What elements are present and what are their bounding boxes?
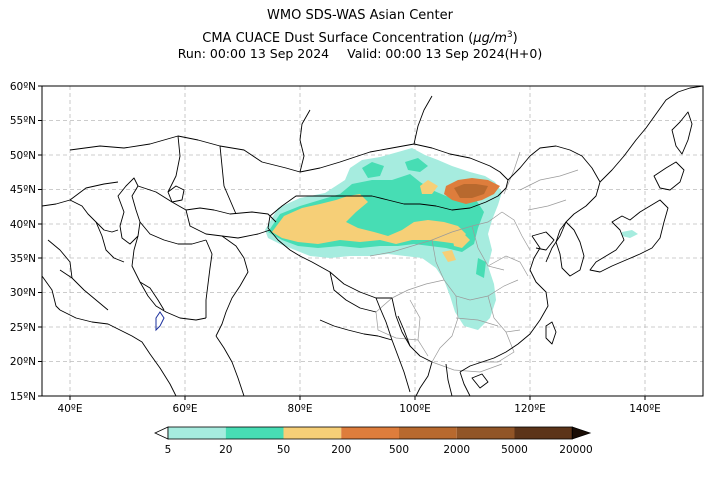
colorbar-bin-20-50: [225, 427, 284, 439]
lat-label-45: 45ºN: [10, 184, 36, 196]
run-valid-line: Run: 00:00 13 Sep 2024 Valid: 00:00 13 Se…: [0, 46, 720, 62]
lon-label-80: 80ºE: [288, 403, 313, 415]
subtitle-unit: μg/m: [473, 31, 507, 46]
lat-label-25: 25ºN: [10, 322, 36, 334]
colorbar-over-arrow: [571, 426, 592, 440]
lat-label-35: 35ºN: [10, 253, 36, 265]
subtitle-unit-exponent: 3: [506, 30, 513, 40]
subtitle-prefix: CMA CUACE Dust Surface Concentration (: [202, 31, 474, 46]
colorbar-bin-2000-5000: [456, 427, 515, 439]
lat-label-50: 50ºN: [10, 150, 36, 162]
gulf-detail: [155, 311, 165, 332]
colorbar-bin-200-500: [341, 427, 399, 439]
dust-level-50-200: [272, 180, 470, 262]
lat-label-60: 60ºN: [10, 81, 36, 93]
colorbar-label-2000: 2000: [443, 444, 470, 456]
country-boundaries: [42, 86, 703, 396]
colorbar: 5 20 50 200 500 2000 5000 20000: [154, 426, 593, 456]
lon-label-120: 120ºE: [514, 403, 546, 415]
lat-label-40: 40ºN: [10, 219, 36, 231]
subtitle: CMA CUACE Dust Surface Concentration (μg…: [0, 27, 720, 47]
lon-axis: 40ºE 60ºE 80ºE 100ºE 120ºE 140ºE: [58, 396, 661, 415]
colorbar-label-5000: 5000: [501, 444, 528, 456]
map-content: [42, 86, 703, 396]
colorbar-label-50: 50: [277, 444, 290, 456]
province-boundaries: [369, 151, 579, 373]
dust-level-500-2000: [454, 184, 488, 198]
colorbar-label-5: 5: [165, 444, 172, 456]
title: WMO SDS-WAS Asian Center: [267, 8, 453, 23]
lat-label-55: 55ºN: [10, 115, 36, 127]
colorbar-label-20000: 20000: [559, 444, 592, 456]
dust-spot-japan: [622, 230, 638, 238]
lon-label-140: 140ºE: [629, 403, 661, 415]
colorbar-label-200: 200: [331, 444, 351, 456]
valid-time: Valid: 00:00 13 Sep 2024(H+0): [347, 46, 543, 61]
dust-field: [265, 148, 638, 330]
colorbar-under-arrow: [154, 426, 169, 440]
run-time: Run: 00:00 13 Sep 2024: [177, 46, 330, 61]
dust-level-20-50: [268, 158, 486, 278]
map-frame: [41, 85, 704, 397]
lat-label-30: 30ºN: [10, 287, 36, 299]
colorbar-bin-50-200: [283, 427, 342, 439]
lon-label-40: 40ºE: [58, 403, 83, 415]
lon-label-60: 60ºE: [173, 403, 198, 415]
lat-axis: 60ºN 55ºN 50ºN 45ºN 40ºN 35ºN 30ºN 25ºN …: [10, 81, 42, 403]
lon-label-100: 100ºE: [399, 403, 431, 415]
subtitle-suffix: ): [512, 31, 518, 46]
colorbar-label-20: 20: [219, 444, 232, 456]
colorbar-bin-5-20: [168, 427, 226, 439]
lat-label-15: 15ºN: [10, 391, 36, 403]
colorbar-bin-500-2000: [399, 427, 457, 439]
lat-label-20: 20ºN: [10, 356, 36, 368]
colorbar-frame: [167, 426, 573, 440]
colorbar-label-500: 500: [389, 444, 409, 456]
colorbar-bin-5000-20000: [514, 427, 573, 439]
